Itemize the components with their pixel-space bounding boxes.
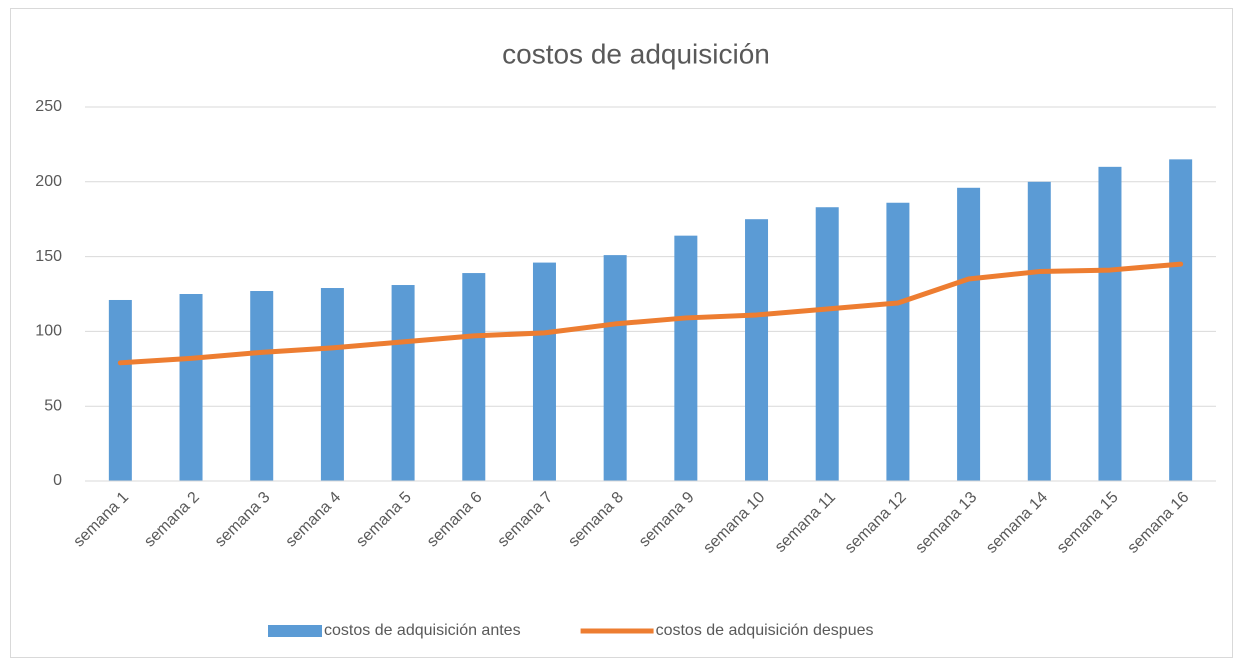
bar — [1169, 159, 1193, 482]
bar — [815, 207, 839, 481]
line — [117, 261, 1184, 366]
bar — [886, 202, 910, 481]
bar — [1027, 181, 1051, 482]
bar — [674, 235, 698, 481]
bar — [179, 294, 203, 481]
bar — [250, 291, 274, 481]
bar — [391, 285, 415, 481]
y-tick-label: 0 — [53, 472, 62, 489]
legend-label: costos de adquisición antes — [324, 622, 521, 639]
bar — [462, 273, 486, 481]
y-tick-label: 200 — [35, 173, 62, 190]
bar — [108, 299, 132, 481]
bar — [957, 187, 981, 481]
y-tick-label: 250 — [35, 98, 62, 115]
bar — [320, 288, 344, 481]
legend-swatch — [268, 625, 322, 637]
chart-title: costos de adquisición — [502, 38, 770, 69]
y-tick-label: 100 — [35, 323, 62, 340]
bar — [532, 262, 556, 481]
legend-label: costos de adquisición despues — [656, 622, 874, 639]
bar — [1098, 166, 1122, 481]
y-tick-label: 50 — [44, 397, 62, 414]
y-tick-label: 150 — [35, 248, 62, 265]
bar — [603, 255, 627, 481]
bar — [745, 219, 769, 481]
